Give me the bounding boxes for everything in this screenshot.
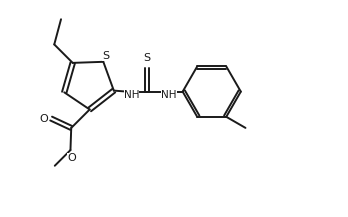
Text: NH: NH bbox=[124, 90, 140, 100]
Text: O: O bbox=[39, 113, 48, 123]
Text: NH: NH bbox=[161, 90, 177, 100]
Text: S: S bbox=[102, 51, 109, 61]
Text: O: O bbox=[67, 153, 76, 163]
Text: S: S bbox=[143, 53, 150, 63]
